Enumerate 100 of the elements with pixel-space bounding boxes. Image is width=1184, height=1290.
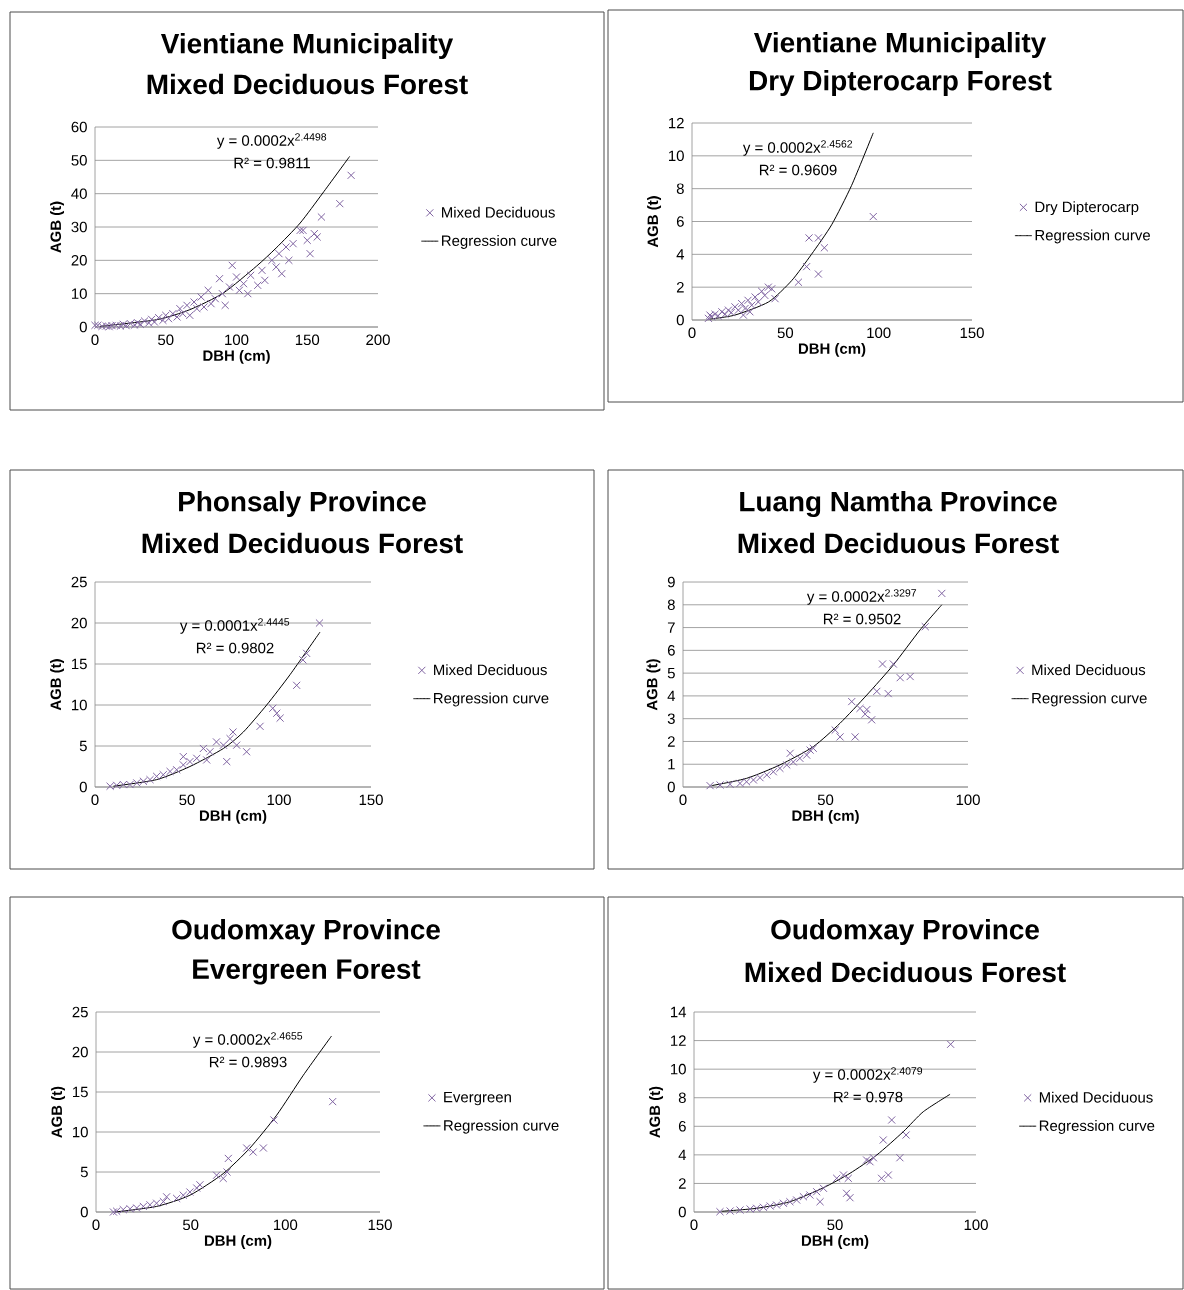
y-tick-label: 25	[72, 1006, 88, 1018]
y-tick-label: 12	[671, 1035, 686, 1046]
point	[276, 714, 285, 723]
x-tick-label: 0	[92, 1219, 100, 1231]
point	[268, 704, 277, 713]
x-axis-title: DBH (cm)	[798, 342, 866, 357]
point	[192, 754, 201, 763]
x-tick-label: 50	[827, 1219, 843, 1231]
point	[861, 710, 870, 719]
y-tick-label: 6	[678, 1121, 686, 1132]
point	[754, 297, 763, 306]
y-tick-label: 2	[667, 736, 675, 747]
annotation: y = 0.0001x$^{2.4445}$	[179, 618, 290, 634]
point	[937, 589, 946, 598]
point	[775, 764, 784, 773]
annotation: R² = 0.9811	[234, 157, 310, 169]
legend-label: Dry Dipterocarp	[1035, 201, 1139, 216]
point	[242, 747, 251, 756]
annotation: R² = 0.9502	[823, 613, 901, 625]
point	[315, 618, 324, 628]
point	[786, 749, 795, 758]
chart-subtitle: Mixed Deciduous Forest	[738, 532, 1059, 554]
y-tick-label: 14	[671, 1006, 687, 1018]
point	[195, 1180, 204, 1189]
point	[895, 1153, 904, 1162]
point	[771, 294, 780, 303]
annotation: y = 0.0002x$^{2.4498}$	[216, 133, 327, 149]
chart-title: Luang Namtha Province	[740, 490, 1057, 518]
y-tick-label: 4	[678, 1149, 687, 1161]
y-tick-label: 4	[676, 249, 685, 260]
point	[224, 1154, 233, 1163]
point	[819, 1184, 828, 1193]
chart-title: Oudomxay Province	[771, 919, 1039, 946]
x-tick-label: 100	[956, 794, 980, 806]
point	[199, 744, 208, 753]
y-axis-title: AGB (t)	[646, 659, 661, 711]
point	[802, 262, 811, 271]
point	[921, 622, 930, 631]
y-tick-label: 0	[676, 314, 684, 326]
x-tick-label: 100	[274, 1219, 298, 1231]
point	[767, 284, 776, 293]
x-axis-title: DBH (cm)	[203, 349, 270, 364]
chart-subtitle: Mixed Deciduous Forest	[147, 73, 468, 95]
annotation: y = 0.0002x$^{2.3297}$	[806, 589, 917, 605]
point	[249, 1147, 258, 1157]
x-axis-title: DBH (cm)	[199, 809, 267, 824]
chart-title: Vientiane Municipality	[160, 33, 454, 59]
y-tick-label: 10	[72, 288, 87, 299]
y-tick-label: 20	[72, 1046, 88, 1058]
legend-label: Evergreen	[444, 1091, 511, 1106]
x-tick-label: 150	[960, 327, 984, 339]
y-axis-title: AGB (t)	[51, 1086, 66, 1138]
point	[219, 1174, 228, 1183]
x-axis-title: DBH (cm)	[792, 809, 859, 824]
point	[902, 1130, 911, 1140]
point	[867, 715, 876, 724]
point	[869, 212, 878, 221]
point	[802, 751, 811, 760]
point	[328, 1097, 337, 1106]
legend-label: Regression curve	[442, 235, 557, 249]
point	[820, 243, 829, 252]
annotation: R² = 0.978	[834, 1091, 903, 1103]
x-tick-label: 50	[158, 334, 174, 346]
x-axis-title: DBH (cm)	[204, 1234, 272, 1249]
y-tick-label: 0	[667, 781, 675, 793]
x-tick-label: 50	[179, 794, 195, 806]
line-series	[709, 132, 874, 320]
chart-subtitle: Mixed Deciduous Forest	[745, 961, 1066, 983]
y-tick-label: 6	[667, 645, 675, 656]
point	[242, 1143, 251, 1153]
y-tick-label: 8	[676, 183, 684, 194]
legend-label: Regression curve	[1032, 692, 1147, 707]
point	[185, 1187, 194, 1197]
x-tick-label: 150	[368, 1219, 392, 1231]
y-tick-label: 25	[71, 576, 87, 588]
legend-label: Regression curve	[1039, 1120, 1155, 1134]
point	[747, 301, 756, 310]
y-tick-label: 3	[667, 713, 675, 724]
y-tick-label: 20	[71, 255, 87, 266]
x-tick-label: 50	[777, 327, 794, 339]
point	[205, 747, 215, 756]
chart-subtitle: Evergreen Forest	[193, 959, 421, 985]
point	[172, 1194, 181, 1203]
point	[192, 1183, 201, 1193]
y-tick-label: 12	[669, 117, 684, 129]
point	[715, 1207, 724, 1216]
annotation: R² = 0.9609	[759, 164, 837, 176]
y-axis-title: AGB (t)	[50, 659, 65, 711]
point	[745, 307, 754, 316]
point	[789, 757, 798, 766]
point	[212, 1171, 221, 1180]
point	[751, 292, 760, 302]
point	[162, 1192, 171, 1201]
y-tick-label: 10	[73, 1126, 88, 1138]
line-series	[711, 604, 943, 787]
point	[879, 1135, 888, 1145]
x-tick-label: 150	[359, 794, 383, 806]
chart-subtitle: Mixed Deciduous Forest	[142, 532, 463, 554]
y-tick-label: 6	[676, 216, 684, 227]
point	[269, 1115, 279, 1125]
